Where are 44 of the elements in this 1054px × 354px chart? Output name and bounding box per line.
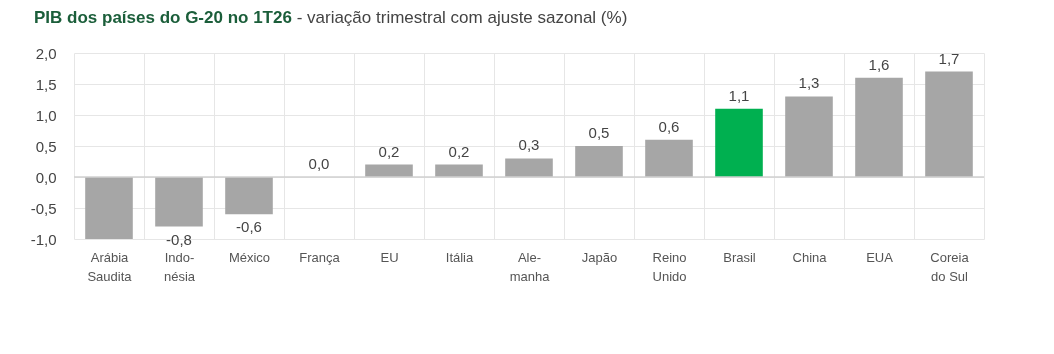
- x-tick-label: México: [228, 249, 271, 265]
- chart-title: PIB dos países do G-20 no 1T26: [34, 8, 292, 27]
- chart-subtitle: - variação trimestral com ajuste sazonal (%): [296, 8, 628, 27]
- x-tick-label: Reino Unido: [652, 249, 687, 284]
- data-label: 0,0: [308, 155, 330, 172]
- bar: [225, 177, 273, 215]
- y-tick-label: 1,5: [35, 75, 57, 93]
- y-tick-label: 0,0: [35, 168, 57, 186]
- data-label: 1,7: [938, 49, 960, 67]
- bar: [855, 77, 903, 177]
- x-tick-label: Ale-manha: [509, 249, 551, 284]
- bar: [925, 71, 973, 177]
- bar: [715, 108, 763, 177]
- data-label: 0,5: [588, 124, 610, 141]
- bar: [505, 158, 553, 177]
- y-tick-label: 1,0: [35, 106, 57, 124]
- data-label: 1,1: [728, 86, 750, 104]
- data-label: 0,2: [448, 142, 470, 160]
- data-label: 0,2: [378, 142, 400, 160]
- x-tick-label: Indo-nésia: [163, 249, 196, 284]
- data-label: 0,3: [518, 136, 540, 154]
- data-label: 1,6: [868, 55, 890, 73]
- data-label: -0,8: [166, 230, 192, 248]
- bar: [155, 177, 203, 227]
- bar: [85, 177, 133, 239]
- x-tick-label: França: [299, 249, 341, 265]
- x-tick-label: Arábia Saudita: [87, 249, 133, 284]
- bar: [785, 96, 833, 177]
- y-tick-label: -1,0: [30, 230, 57, 248]
- y-tick-label: -0,5: [30, 199, 57, 217]
- x-tick-label: China: [792, 249, 828, 265]
- data-label: -0,6: [236, 218, 262, 236]
- x-tick-label: Brasil: [723, 249, 756, 265]
- data-label: 1,3: [798, 74, 820, 92]
- x-tick-label: Coreia do Sul: [930, 249, 970, 284]
- x-tick-label: EU: [380, 249, 399, 265]
- bar: [645, 139, 693, 177]
- x-tick-label: Japão: [581, 249, 618, 265]
- x-tick-label: Itália: [445, 249, 474, 265]
- y-tick-label: 0,5: [35, 137, 57, 155]
- y-tick-label: 2,0: [35, 44, 57, 62]
- bar: [575, 146, 623, 177]
- x-tick-label: EUA: [866, 249, 894, 265]
- data-label: 0,6: [658, 117, 680, 135]
